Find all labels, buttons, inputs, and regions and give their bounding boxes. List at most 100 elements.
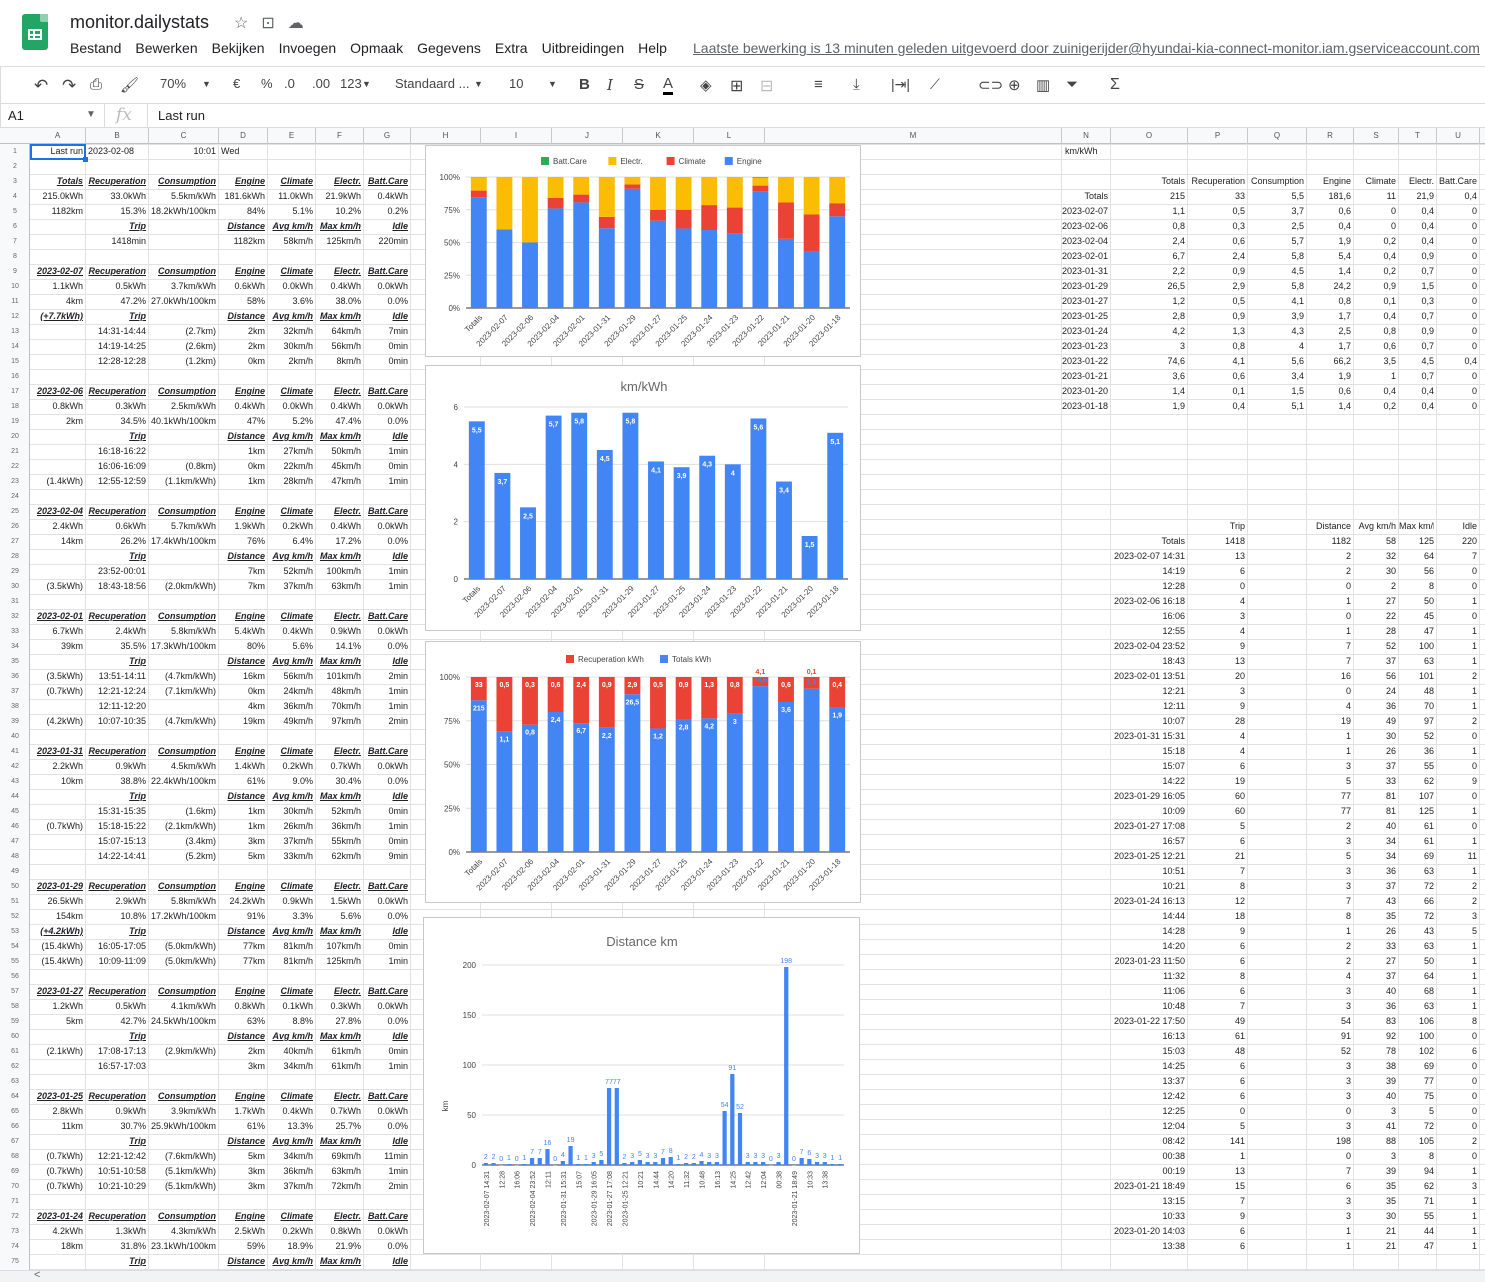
row-header[interactable]: 14: [11, 343, 19, 350]
sheets-logo-icon[interactable]: [22, 14, 48, 50]
undo-icon[interactable]: ↶: [34, 76, 49, 95]
row-header[interactable]: 4: [13, 193, 17, 200]
column-header-m[interactable]: M: [765, 128, 1062, 144]
last-edit-link[interactable]: Laatste bewerking is 13 minuten geleden …: [693, 40, 1480, 56]
row-header[interactable]: 37: [11, 688, 19, 695]
row-header[interactable]: 59: [11, 1018, 19, 1025]
zoom-select[interactable]: 70%: [160, 76, 187, 91]
menu-item[interactable]: Invoegen: [278, 40, 337, 56]
column-header-u[interactable]: U: [1437, 128, 1480, 144]
row-header[interactable]: 27: [11, 538, 19, 545]
row-header[interactable]: 38: [11, 703, 19, 710]
row-header[interactable]: 8: [13, 253, 17, 260]
row-header[interactable]: 60: [11, 1033, 19, 1040]
row-header[interactable]: 18: [11, 403, 19, 410]
column-header-l[interactable]: L: [694, 128, 765, 144]
strikethrough-icon[interactable]: S: [634, 76, 645, 93]
font-dropdown-icon[interactable]: ▼: [474, 79, 483, 89]
insert-chart-icon[interactable]: ▥: [1036, 77, 1051, 94]
row-header[interactable]: 40: [11, 733, 19, 740]
row-header[interactable]: 29: [11, 568, 19, 575]
borders-icon[interactable]: ⊞: [730, 78, 744, 95]
row-header[interactable]: 57: [11, 988, 19, 995]
bold-icon[interactable]: B: [579, 76, 590, 93]
column-header-d[interactable]: D: [219, 128, 268, 144]
row-header[interactable]: 12: [11, 313, 19, 320]
row-header[interactable]: 47: [11, 838, 19, 845]
row-header[interactable]: 67: [11, 1138, 19, 1145]
row-header[interactable]: 6: [13, 223, 17, 230]
more-formats-button[interactable]: 123: [340, 76, 362, 91]
fill-color-icon[interactable]: ◈: [700, 77, 712, 94]
menu-item[interactable]: Bewerken: [135, 40, 198, 56]
horizontal-align-icon[interactable]: ≡: [814, 76, 823, 93]
row-header[interactable]: 42: [11, 763, 19, 770]
column-header-o[interactable]: O: [1111, 128, 1188, 144]
insert-comment-icon[interactable]: ⊕: [1008, 77, 1021, 94]
move-folder-icon[interactable]: ⊡: [261, 15, 275, 32]
km-per-kwh-chart[interactable]: km/kWh 0 2 4 6 5,5 Totals 3,7 2023-02-07 2,5 2023-…: [425, 365, 861, 631]
column-header-q[interactable]: Q: [1248, 128, 1307, 144]
more-formats-dropdown-icon[interactable]: ▼: [362, 79, 371, 89]
row-header[interactable]: 54: [11, 943, 19, 950]
column-header-i[interactable]: I: [481, 128, 552, 144]
row-header[interactable]: 21: [11, 448, 19, 455]
row-header[interactable]: 23: [11, 478, 19, 485]
row-header[interactable]: 72: [11, 1213, 19, 1220]
row-header[interactable]: 35: [11, 658, 19, 665]
row-header[interactable]: 62: [11, 1063, 19, 1070]
row-header[interactable]: 20: [11, 433, 19, 440]
row-header[interactable]: 50: [11, 883, 19, 890]
row-header[interactable]: 31: [11, 598, 19, 605]
column-header-h[interactable]: H: [411, 128, 481, 144]
functions-icon[interactable]: Σ: [1110, 76, 1120, 93]
star-icon[interactable]: ☆: [234, 15, 249, 32]
row-header[interactable]: 52: [11, 913, 19, 920]
row-header[interactable]: 33: [11, 628, 19, 635]
menu-item[interactable]: Uitbreidingen: [541, 40, 625, 56]
recuperation-chart[interactable]: 0% 25% 50% 75% 100% 33 215 Totals 0,5 1,1 2023-02-…: [425, 641, 861, 903]
row-header[interactable]: 28: [11, 553, 19, 560]
row-header[interactable]: 73: [11, 1228, 19, 1235]
redo-icon[interactable]: ↷: [62, 76, 77, 95]
row-header[interactable]: 43: [11, 778, 19, 785]
text-rotation-icon[interactable]: ⟋: [930, 76, 940, 92]
font-size-select[interactable]: 10: [509, 76, 524, 91]
column-header-k[interactable]: K: [623, 128, 694, 144]
currency-button[interactable]: €: [233, 76, 241, 91]
column-header-t[interactable]: T: [1399, 128, 1437, 144]
row-header[interactable]: 16: [11, 373, 19, 380]
energy-breakdown-chart[interactable]: 0% 25% 50% 75% 100% Totals 2023-02-07 2023-02-0…: [425, 145, 861, 357]
column-header-s[interactable]: S: [1354, 128, 1399, 144]
font-family-select[interactable]: Standaard ...: [395, 76, 470, 91]
row-header[interactable]: 70: [11, 1183, 19, 1190]
row-header[interactable]: 44: [11, 793, 19, 800]
paint-format-icon[interactable]: 🖌: [120, 77, 140, 94]
italic-icon[interactable]: I: [607, 76, 613, 94]
selected-cell-a1[interactable]: [30, 144, 88, 162]
row-header[interactable]: 46: [11, 823, 19, 830]
row-header[interactable]: 24: [11, 493, 19, 500]
column-header-a[interactable]: A: [30, 128, 86, 144]
zoom-dropdown-icon[interactable]: ▼: [202, 79, 211, 89]
row-header[interactable]: 56: [11, 973, 19, 980]
scroll-left-icon[interactable]: <: [34, 1269, 41, 1281]
row-header[interactable]: 48: [11, 853, 19, 860]
row-header[interactable]: 15: [11, 358, 19, 365]
row-header[interactable]: 5: [13, 208, 17, 215]
menu-item[interactable]: Help: [638, 40, 667, 56]
text-wrap-icon[interactable]: |⇥|: [891, 76, 911, 92]
row-header[interactable]: 41: [11, 748, 19, 755]
row-header[interactable]: 25: [11, 508, 19, 515]
row-header[interactable]: 39: [11, 718, 19, 725]
column-header-b[interactable]: B: [86, 128, 149, 144]
horizontal-scrollbar[interactable]: <: [0, 1269, 1485, 1282]
vertical-align-icon[interactable]: ⤓: [853, 76, 860, 93]
row-header[interactable]: 26: [11, 523, 19, 530]
row-header[interactable]: 3: [13, 178, 17, 185]
column-header-c[interactable]: C: [149, 128, 219, 144]
text-color-icon[interactable]: A: [663, 76, 674, 95]
name-box-dropdown-icon[interactable]: ▼: [86, 109, 96, 120]
insert-link-icon[interactable]: ⊂⊃: [978, 77, 1004, 94]
row-header[interactable]: 53: [11, 928, 19, 935]
